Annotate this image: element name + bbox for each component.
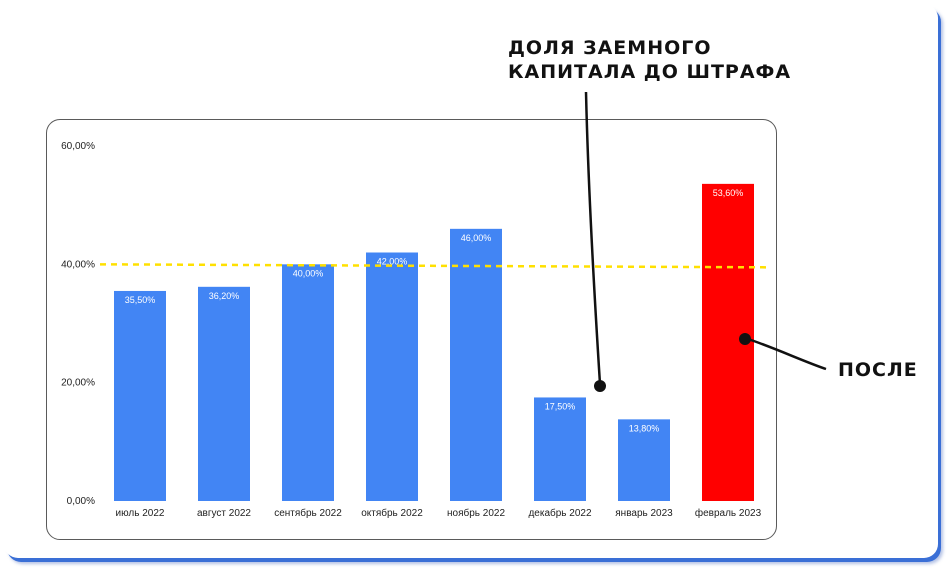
after-pointer	[747, 337, 827, 371]
x-tick-label: август 2022	[197, 508, 251, 519]
x-tick-label: февраль 2023	[695, 507, 762, 519]
x-tick-label: ноябрь 2022	[447, 507, 505, 519]
reference-line	[99, 263, 771, 269]
bar	[198, 286, 250, 501]
x-tick-label: сентябрь 2022	[274, 507, 342, 519]
threshold-annotation: ДОЛЯ ЗАЕМНОГО КАПИТАЛА ДО ШТРАФА	[508, 37, 792, 83]
threshold-arrow	[584, 91, 602, 385]
data-label: 42,00%	[377, 257, 408, 267]
data-label: 53,60%	[713, 188, 744, 198]
data-label: 40,00%	[293, 268, 324, 278]
after-annotation: ПОСЛЕ	[838, 359, 918, 381]
x-tick-label: декабрь 2022	[528, 507, 592, 519]
x-tick-label: октябрь 2022	[361, 507, 423, 519]
bar	[366, 252, 418, 501]
bar	[450, 228, 502, 502]
bar	[534, 397, 586, 501]
threshold-arrow-dot	[594, 380, 606, 392]
data-label: 46,00%	[461, 233, 492, 243]
data-label: 35,50%	[125, 295, 156, 305]
data-label: 13,80%	[629, 423, 660, 433]
x-tick-label: январь 2023	[615, 508, 673, 519]
bar	[282, 264, 334, 501]
data-label: 17,50%	[545, 401, 576, 411]
y-tick-label: 20,00%	[61, 378, 95, 389]
data-label: 36,20%	[209, 291, 240, 301]
y-tick-label: 40,00%	[61, 259, 95, 270]
bar	[618, 419, 670, 501]
after-pointer-dot	[739, 333, 751, 345]
y-tick-label: 0,00%	[67, 496, 95, 507]
bar	[114, 290, 166, 501]
y-tick-label: 60,00%	[61, 141, 95, 152]
x-tick-label: июль 2022	[116, 508, 165, 519]
